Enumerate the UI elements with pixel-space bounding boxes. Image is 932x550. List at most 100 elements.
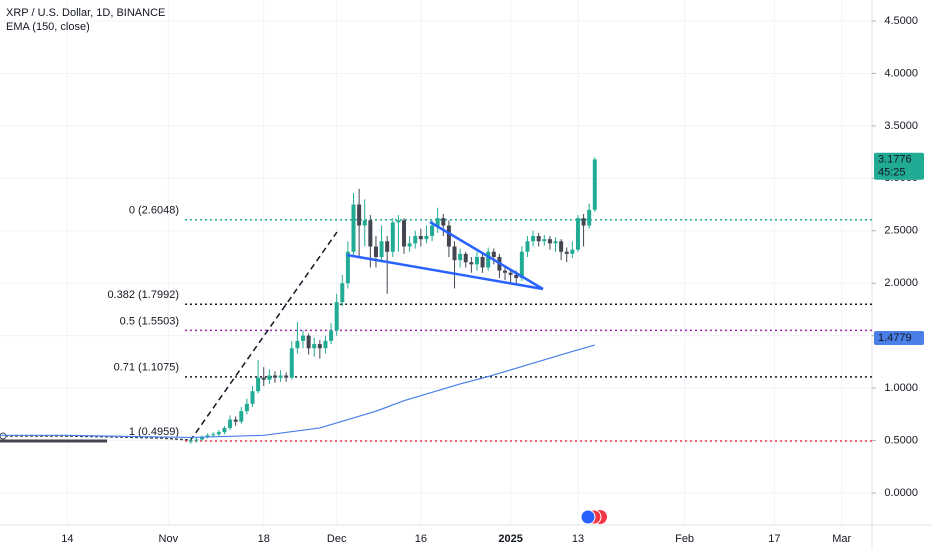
candle-body — [295, 340, 300, 349]
fib-level-label: 1 (0.4959) — [129, 426, 179, 438]
y-tick-label: 0.0000 — [884, 487, 918, 499]
candle-body — [278, 375, 283, 378]
candle-body — [553, 241, 558, 244]
indicator-legend: EMA (150, close) — [6, 21, 90, 33]
candle-body — [542, 239, 547, 242]
candle-body — [211, 434, 216, 436]
candle-body — [514, 274, 519, 278]
candle-body — [368, 220, 373, 247]
candle-body — [396, 220, 401, 223]
candle-body — [469, 262, 474, 265]
candle-body — [244, 403, 249, 412]
candle-body — [402, 220, 407, 247]
candle-body — [564, 251, 569, 254]
countdown-label: 45:25 — [878, 167, 906, 179]
candle-body — [575, 218, 580, 250]
candle-body — [413, 236, 418, 244]
price-history-line — [0, 435, 191, 441]
x-tick-label: Dec — [327, 533, 347, 545]
candle-body — [216, 432, 221, 435]
y-tick-label: 2.5000 — [884, 225, 918, 237]
fib-level-label: 0.71 (1.1075) — [114, 362, 179, 374]
drawing-handle — [0, 432, 7, 440]
candle-body — [233, 419, 238, 422]
wedge-lower-line — [346, 253, 544, 291]
candle-body — [222, 427, 227, 433]
fib-level-label: 0.5 (1.5503) — [120, 315, 179, 327]
candle-body — [508, 272, 513, 275]
candle-body — [474, 256, 479, 265]
candle-body — [424, 236, 429, 240]
candle-body — [385, 241, 390, 252]
y-tick-label: 4.0000 — [884, 67, 918, 79]
candle-body — [228, 419, 233, 428]
y-tick-label: 0.5000 — [884, 434, 918, 446]
candle-body — [317, 344, 322, 349]
candle-body — [261, 377, 266, 380]
x-tick-label: 17 — [768, 533, 780, 545]
x-tick-label: 2025 — [498, 533, 522, 545]
plot: 0 (2.6048) 0.382 (1.7992) 0.5 (1.5503) 0.71… — [0, 157, 872, 444]
candle-body — [452, 246, 457, 261]
candle-body — [480, 256, 485, 268]
candle-body — [435, 218, 440, 226]
candle-body — [587, 209, 592, 226]
x-tick-label: Nov — [159, 533, 179, 545]
x-tick-label: 13 — [572, 533, 584, 545]
candle-body — [351, 204, 356, 252]
y-tick-label: 2.0000 — [884, 277, 918, 289]
candle-body — [362, 220, 367, 226]
candle-body — [536, 236, 541, 242]
candle-body — [570, 249, 575, 254]
candle-body — [345, 251, 350, 284]
candle-body — [323, 340, 328, 349]
candle-body — [418, 236, 423, 240]
candle-body — [430, 225, 435, 237]
last-price-tag — [874, 152, 924, 180]
x-tick-label: 18 — [258, 533, 270, 545]
candle-body — [329, 330, 334, 341]
candle-body — [379, 241, 384, 257]
candle-body — [301, 335, 306, 341]
candle-body — [188, 440, 193, 442]
candle-body — [441, 218, 446, 226]
candle-body — [267, 375, 272, 380]
candle-body — [581, 218, 586, 226]
wedge-upper-line — [429, 220, 544, 291]
fib-level-label: 0 (2.6048) — [129, 205, 179, 217]
candle-body — [200, 437, 205, 440]
ema-tag — [874, 330, 924, 345]
candle-body — [446, 225, 451, 247]
x-tick-label: Feb — [675, 533, 694, 545]
candle-body — [486, 251, 491, 268]
candle-body — [357, 204, 362, 226]
candle-body — [407, 243, 412, 247]
candle-body — [559, 241, 564, 252]
last-price-label: 3.1776 — [878, 154, 912, 166]
candle-body — [547, 239, 552, 244]
candle-body — [592, 159, 597, 210]
candle-body — [519, 251, 524, 278]
candle-body — [194, 439, 199, 441]
candle-body — [525, 241, 530, 252]
candle-body — [491, 251, 496, 257]
candle-body — [373, 246, 378, 257]
candle-body — [306, 335, 311, 349]
candle-body — [250, 391, 255, 404]
candle-body — [239, 411, 244, 422]
event-icon[interactable] — [580, 509, 607, 525]
candle-body — [458, 253, 463, 261]
x-tick-label: 16 — [415, 533, 427, 545]
y-tick-label: 3.5000 — [884, 120, 918, 132]
candle-body — [272, 375, 277, 378]
candle-body — [284, 375, 289, 378]
candle-body — [390, 222, 395, 252]
ema-last-label: 1.4779 — [878, 332, 912, 344]
candle-body — [340, 283, 345, 303]
ema-line — [0, 344, 595, 439]
candle-body — [463, 253, 468, 263]
candle-body — [334, 302, 339, 331]
fib-level-label: 0.382 (1.7992) — [107, 289, 179, 301]
candle-body — [256, 377, 261, 392]
event-flag — [580, 509, 596, 525]
